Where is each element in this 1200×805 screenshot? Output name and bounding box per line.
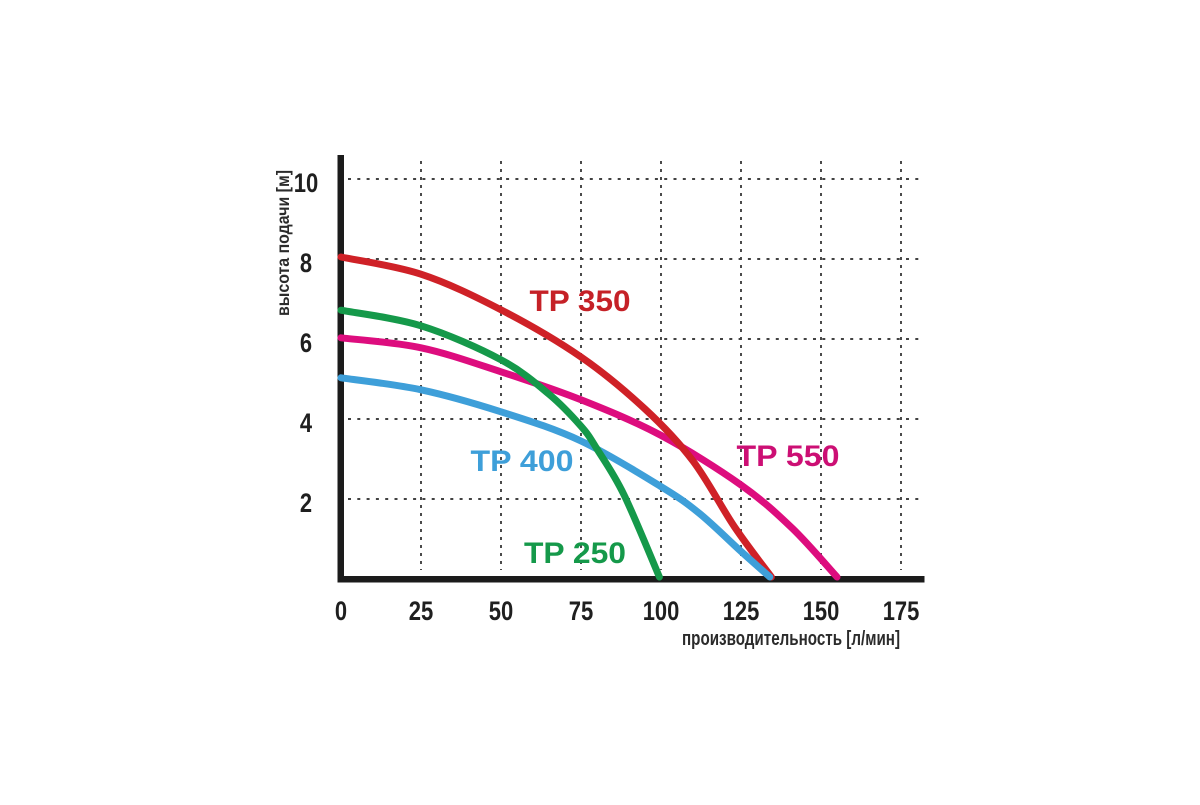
svg-text:8: 8 (300, 248, 312, 278)
svg-text:6: 6 (300, 328, 312, 358)
svg-text:TP 550: TP 550 (737, 440, 840, 473)
svg-text:125: 125 (723, 596, 760, 626)
svg-text:175: 175 (883, 596, 920, 626)
svg-text:0: 0 (335, 596, 347, 626)
svg-text:10: 10 (294, 168, 319, 198)
svg-text:TP 350: TP 350 (530, 285, 631, 318)
svg-text:производительность [л/мин]: производительность [л/мин] (682, 628, 900, 650)
svg-text:50: 50 (489, 596, 514, 626)
svg-text:100: 100 (643, 596, 680, 626)
svg-text:TP 400: TP 400 (471, 445, 574, 478)
svg-text:75: 75 (569, 596, 594, 626)
svg-text:2: 2 (300, 488, 312, 518)
svg-text:4: 4 (300, 408, 312, 438)
svg-text:25: 25 (409, 596, 434, 626)
svg-text:высота подачи [м]: высота подачи [м] (273, 170, 293, 316)
svg-text:TP 250: TP 250 (524, 537, 626, 570)
svg-text:150: 150 (803, 596, 840, 626)
